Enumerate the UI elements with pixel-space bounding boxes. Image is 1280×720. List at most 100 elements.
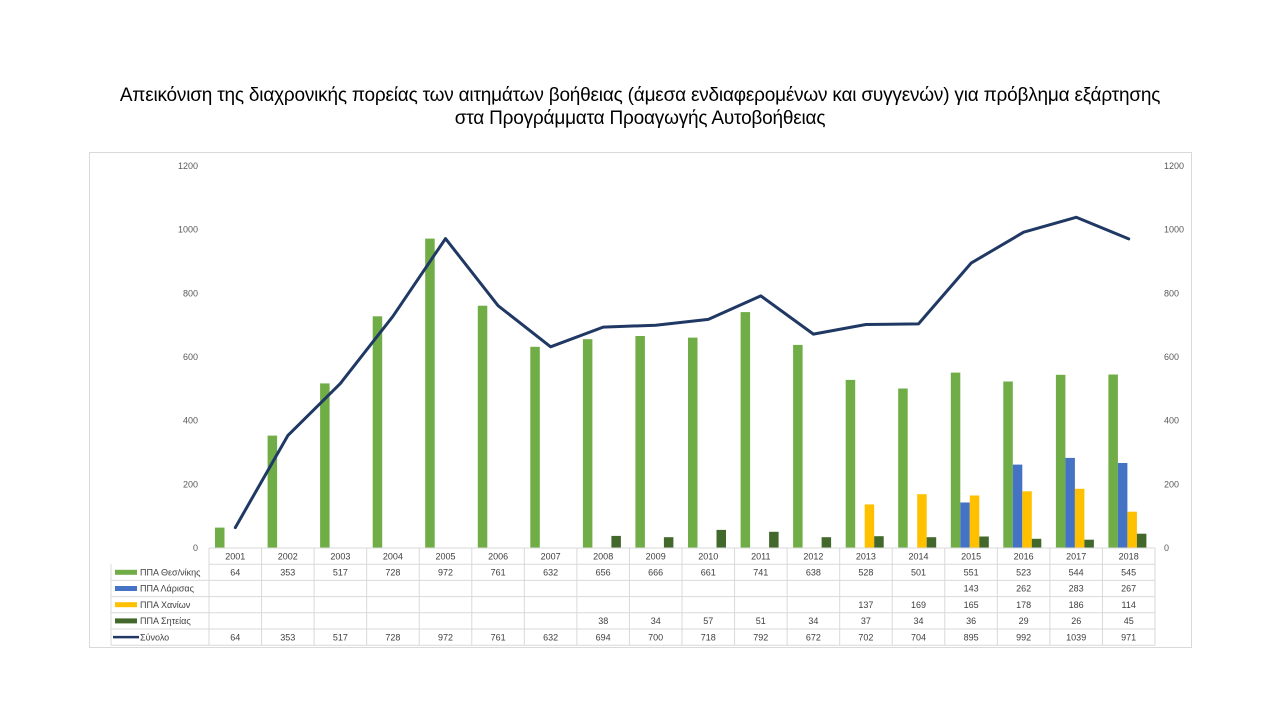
table-cell-value: 971: [1121, 632, 1136, 642]
table-cell-value: 895: [964, 632, 979, 642]
y-tick-label-left: 200: [183, 479, 198, 489]
y-axis-right: 0 200 400 600 800 1000 1200: [1164, 161, 1184, 553]
x-tick-label: 2007: [541, 552, 561, 562]
table-cell-value: 728: [385, 632, 400, 642]
y-tick-label-left: 800: [183, 288, 198, 298]
table-cell-value: 501: [911, 568, 926, 578]
table-cell-value: 51: [756, 616, 766, 626]
table-cell-value: 186: [1069, 600, 1084, 610]
legend-key: [115, 618, 137, 624]
table-cell-value: 143: [964, 584, 979, 594]
bar-chania-2018: [1127, 511, 1137, 548]
bar-thessaloniki-2018: [1108, 374, 1118, 548]
table-cell-value: 353: [280, 632, 295, 642]
legend-key: [115, 569, 137, 575]
table-cell-value: 37: [861, 616, 871, 626]
table-cell-value: 972: [438, 568, 453, 578]
x-tick-label: 2005: [435, 552, 455, 562]
table-cell-value: 45: [1124, 616, 1134, 626]
table-cell-value: 545: [1121, 568, 1136, 578]
bar-siteia-2017: [1084, 539, 1094, 548]
table-cell-value: 1039: [1066, 632, 1086, 642]
table-cell-value: 528: [858, 568, 873, 578]
line-total: [233, 215, 1131, 530]
table-cell-value: 517: [333, 568, 348, 578]
bar-siteia-2016: [1031, 538, 1042, 548]
table-cell-value: 262: [1016, 584, 1031, 594]
chart-title-line-2: στα Προγράμματα Προαγωγής Αυτοβοήθειας: [454, 108, 826, 129]
table-cell-value: 761: [491, 632, 506, 642]
x-tick-label: 2002: [278, 552, 298, 562]
table-cell-value: 523: [1016, 568, 1031, 578]
bar-larisa-2018: [1117, 463, 1128, 548]
y-tick-label-left: 1000: [178, 225, 198, 235]
bar-larisa-2017: [1065, 457, 1075, 548]
bar-thessaloniki-2013: [845, 379, 856, 548]
x-tick-label: 2003: [330, 552, 350, 562]
chart-title-line-1: Απεικόνιση της διαχρονικής πορείας των α…: [119, 85, 1161, 106]
y-tick-label-left: 1200: [178, 161, 198, 171]
legend-key: [115, 586, 137, 591]
legend-label: ΠΠΑ Σητείας: [140, 616, 191, 626]
legend-label: ΠΠΑ Θεσ/νίκης: [140, 568, 201, 578]
bar-thessaloniki-2010: [688, 337, 698, 548]
table-cell-value: 761: [491, 568, 506, 578]
bar-thessaloniki-2015: [950, 372, 961, 548]
table-cell-value: 718: [701, 632, 716, 642]
x-tick-label: 2004: [383, 552, 403, 562]
y-tick-label-right: 1000: [1164, 225, 1184, 235]
bar-thessaloniki-2017: [1055, 374, 1066, 548]
table-cell-value: 165: [964, 600, 979, 610]
y-tick-label-right: 1200: [1164, 161, 1184, 171]
bar-thessaloniki-2002: [267, 435, 278, 548]
bar-siteia-2015: [979, 536, 989, 548]
table-cell-value: 517: [333, 632, 348, 642]
bar-thessaloniki-2006: [477, 305, 488, 548]
table-cell-value: 551: [964, 568, 979, 578]
bar-siteia-2014: [926, 537, 937, 548]
table-cell-value: 632: [543, 632, 558, 642]
table-cell-value: 34: [651, 616, 661, 626]
bar-thessaloniki-2007: [530, 346, 540, 548]
table-cell-value: 34: [808, 616, 818, 626]
x-tick-label: 2015: [961, 552, 981, 562]
table-cell-value: 178: [1016, 600, 1031, 610]
table-cell-value: 34: [913, 616, 923, 626]
table-cell-value: 704: [911, 632, 926, 642]
legend-key: [115, 602, 137, 608]
bar-larisa-2016: [1012, 464, 1023, 548]
bar-thessaloniki-2011: [740, 312, 751, 548]
table-cell-value: 792: [753, 632, 768, 642]
table-cell-value: 29: [1019, 616, 1029, 626]
x-tick-label: 2011: [751, 552, 770, 562]
x-tick-label: 2016: [1014, 552, 1034, 562]
bar-siteia-2011: [769, 531, 779, 548]
bar-chania-2017: [1074, 488, 1085, 548]
table-cell-value: 137: [858, 600, 873, 610]
x-tick-label: 2001: [225, 552, 245, 562]
table-cell-value: 267: [1121, 584, 1136, 594]
table-cell-value: 64: [230, 632, 240, 642]
bar-thessaloniki-2004: [372, 316, 383, 548]
legend-label: ΠΠΑ Χανίων: [140, 600, 191, 610]
table-cell-value: 741: [753, 568, 768, 578]
table-cell-value: 992: [1016, 632, 1031, 642]
bar-chania-2015: [969, 495, 980, 548]
table-cell-value: 656: [596, 568, 611, 578]
legend-label: ΠΠΑ Λάρισας: [140, 584, 195, 594]
x-tick-label: 2010: [698, 552, 718, 562]
bar-siteia-2008: [611, 535, 621, 548]
bar-siteia-2018: [1136, 533, 1147, 548]
table-cell-value: 36: [966, 616, 976, 626]
x-tick-label: 2017: [1066, 552, 1086, 562]
bar-series-group: [215, 238, 1147, 548]
bar-larisa-2015: [960, 502, 970, 548]
y-tick-label-right: 200: [1164, 479, 1179, 489]
bar-siteia-2012: [821, 537, 832, 548]
table-cell-value: 283: [1069, 584, 1084, 594]
bar-siteia-2013: [874, 536, 884, 548]
x-tick-label: 2008: [593, 552, 613, 562]
bar-thessaloniki-2008: [582, 339, 593, 548]
y-tick-label-left: 400: [183, 416, 198, 426]
table-cell-value: 702: [858, 632, 873, 642]
